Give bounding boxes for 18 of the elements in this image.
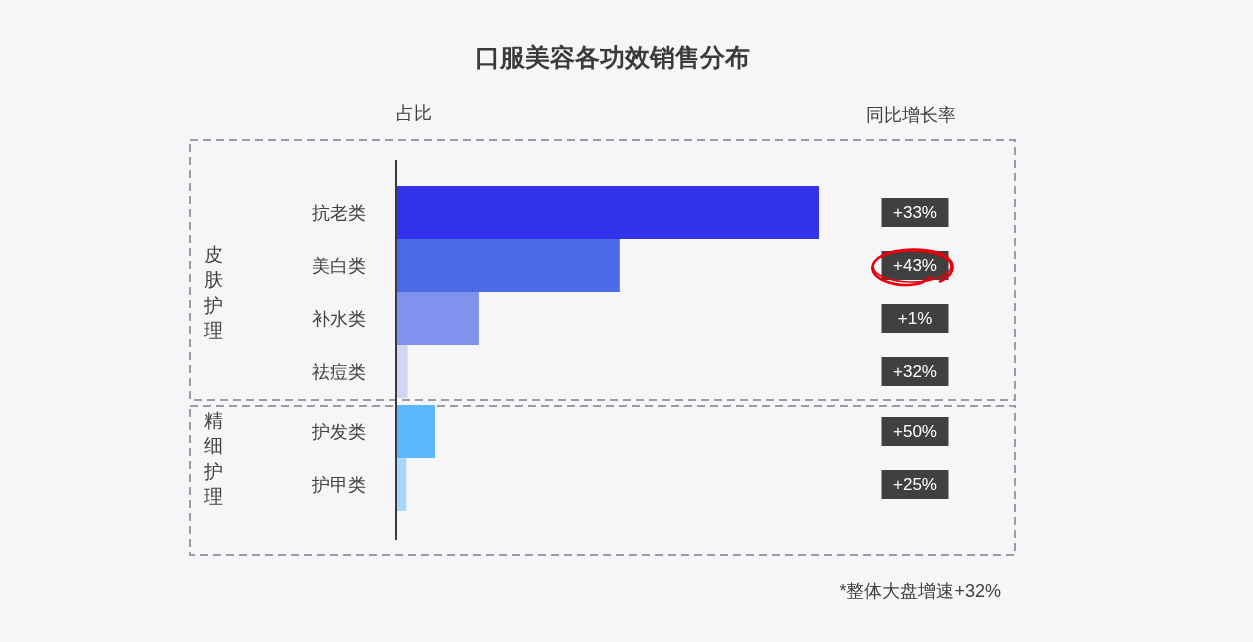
growth-label: +50% bbox=[893, 422, 937, 441]
category-label: 护发类 bbox=[312, 421, 366, 442]
column-header: 同比增长率 bbox=[866, 105, 956, 125]
category-label: 补水类 bbox=[312, 308, 366, 329]
growth-label: +43% bbox=[893, 256, 937, 275]
growth-label: +33% bbox=[893, 203, 937, 222]
footnote: *整体大盘增速+32% bbox=[839, 581, 1001, 601]
category-label: 护甲类 bbox=[312, 474, 366, 495]
category-label: 抗老类 bbox=[312, 202, 366, 223]
growth-label: +25% bbox=[893, 475, 937, 494]
growth-label: +1% bbox=[897, 309, 933, 328]
title: 口服美容各功效销售分布 bbox=[475, 43, 750, 71]
group-label: 皮肤护理 bbox=[203, 243, 223, 341]
xlabel: 占比 bbox=[396, 103, 432, 123]
category-label: 美白类 bbox=[312, 255, 366, 276]
category-label: 祛痘类 bbox=[312, 361, 366, 382]
growth-label: +32% bbox=[893, 362, 937, 381]
group-label: 精细护理 bbox=[203, 409, 223, 507]
